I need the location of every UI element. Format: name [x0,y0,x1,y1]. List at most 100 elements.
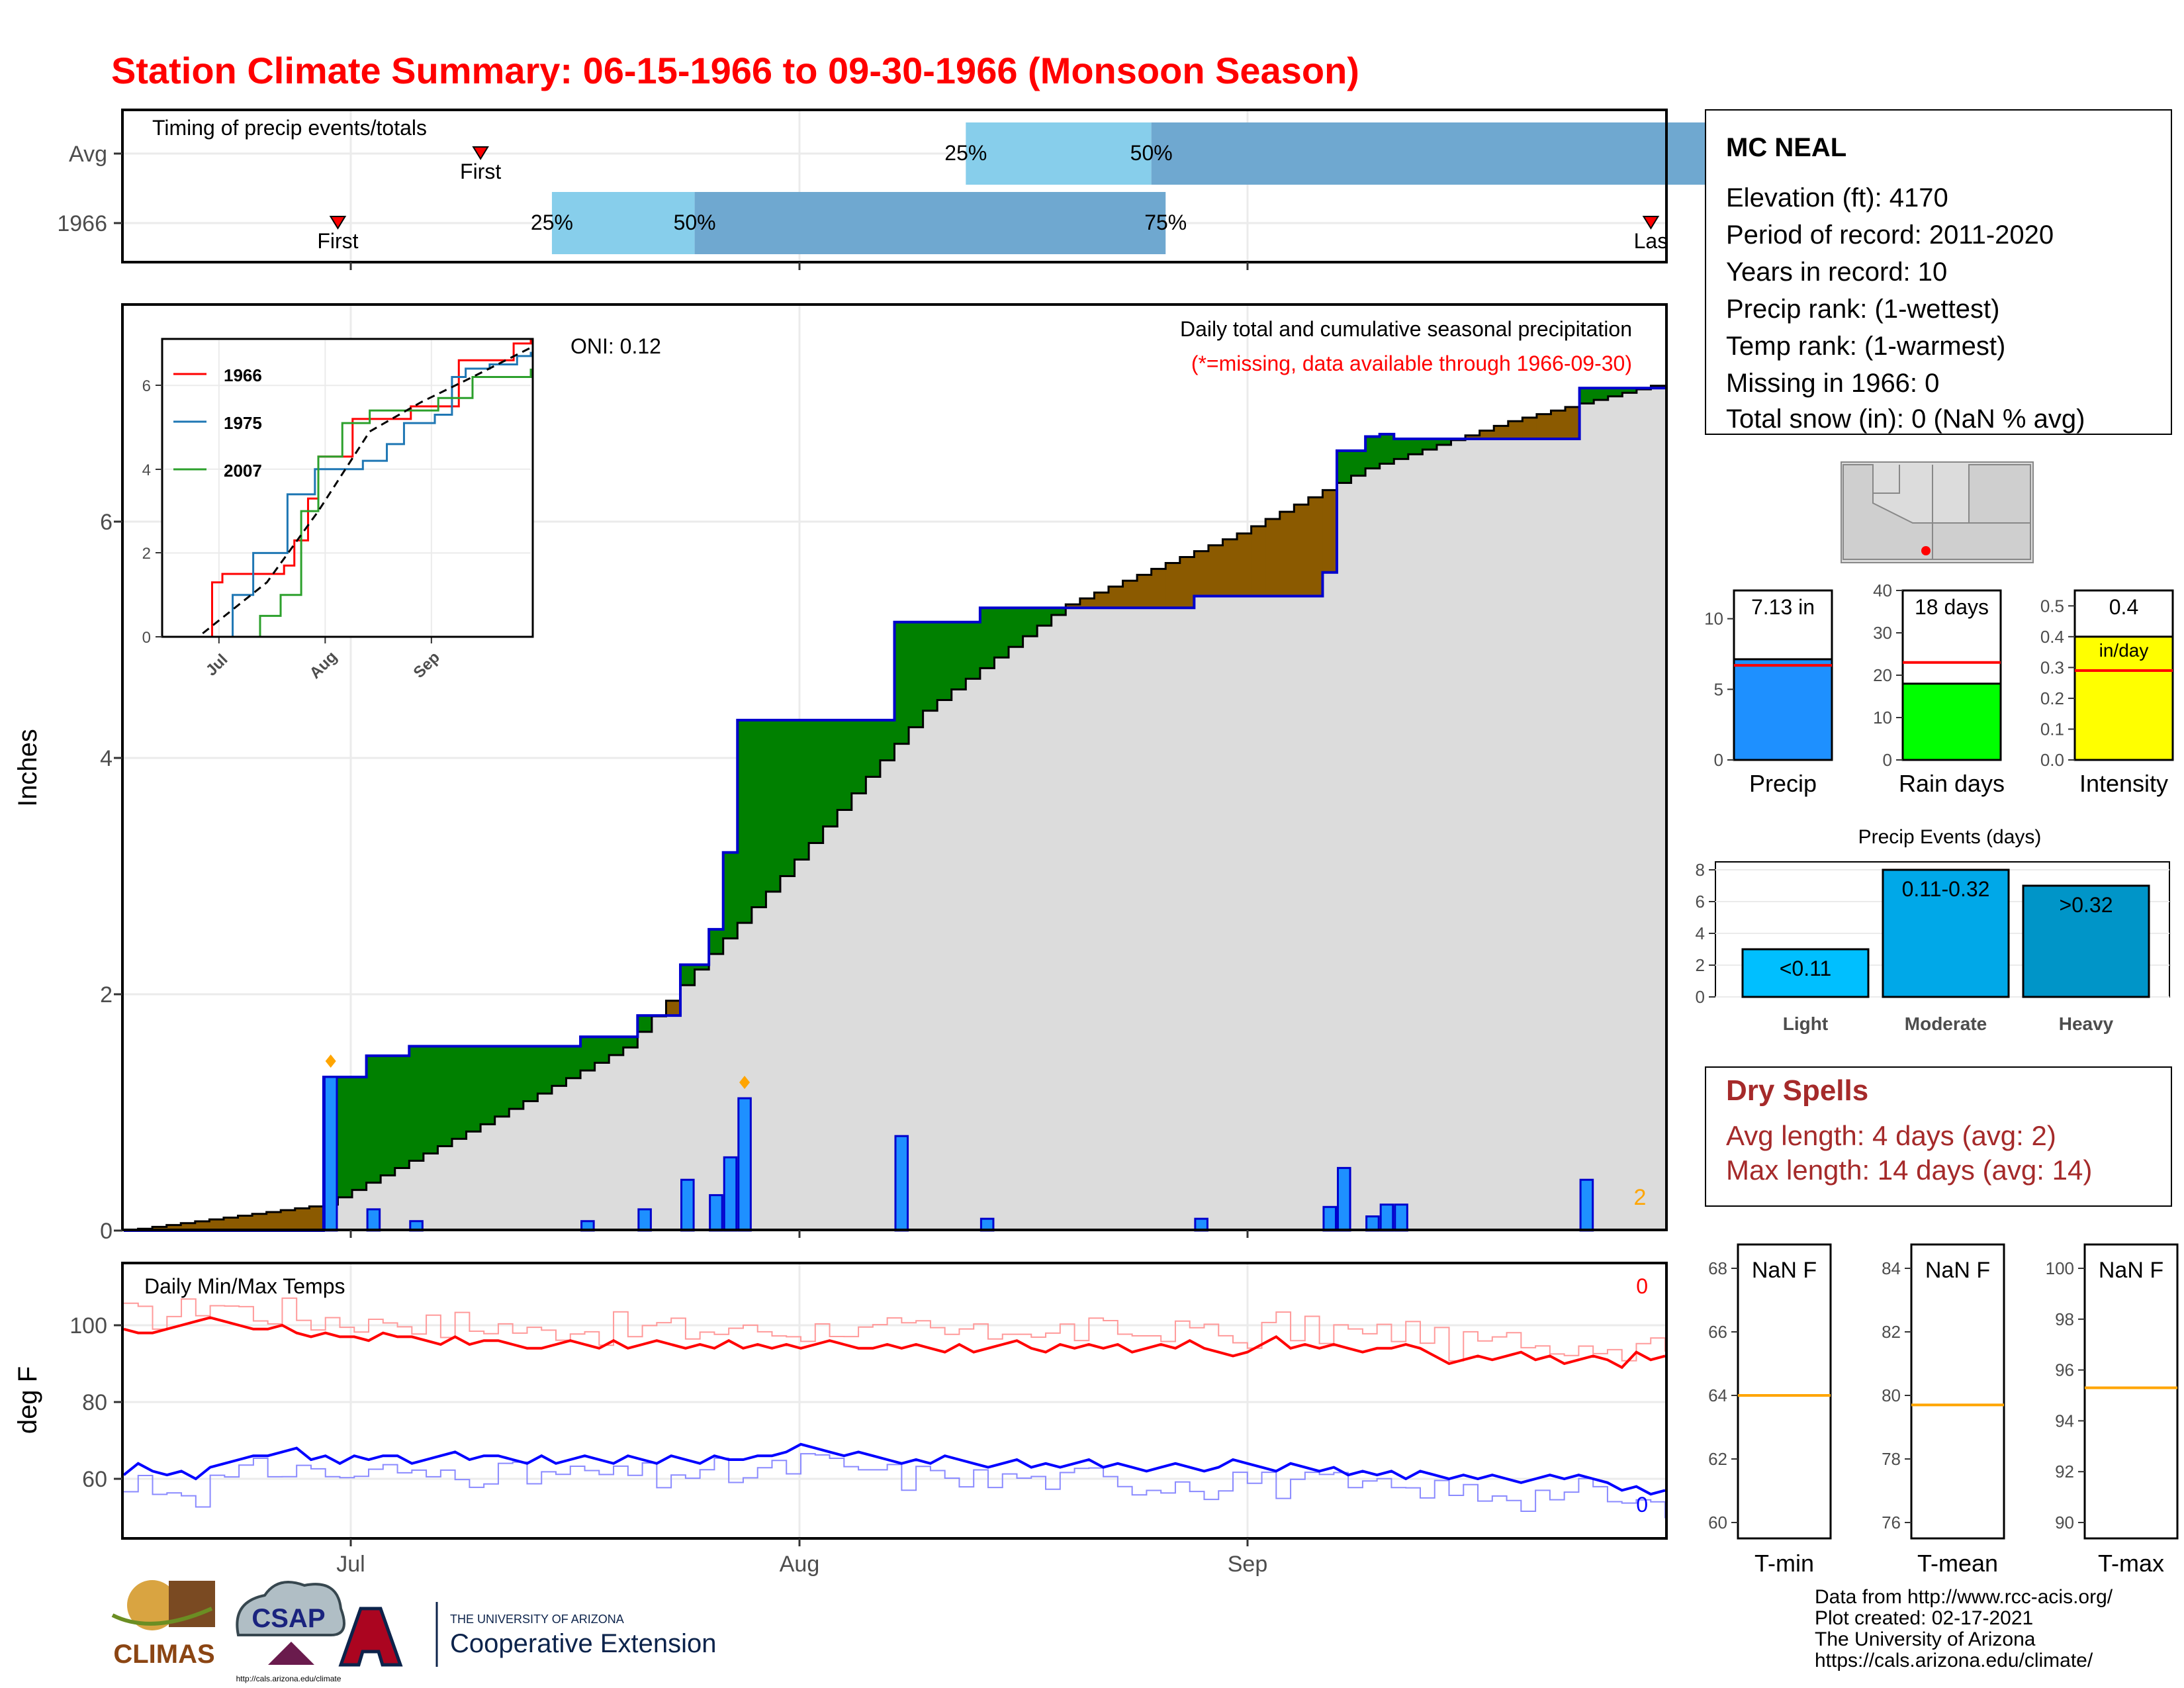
temp-box-ytick-label: 84 [1882,1258,1901,1278]
cumulative-base-column [1508,439,1523,1231]
cumulative-base-column [1565,439,1580,1231]
cumulative-base-column [537,1093,553,1231]
above-average-column [1337,450,1352,483]
inset-series-2007 [164,368,532,638]
below-average-column [1536,414,1552,440]
above-average-column [1608,388,1623,397]
above-average-column [1579,388,1594,404]
cumulative-base-column [766,892,781,1231]
daily-precip-bar [1322,1205,1338,1232]
below-average-column [266,1211,281,1231]
state-shape-icon [1843,464,2031,560]
above-average-column [466,1046,481,1132]
temp-frame [121,1262,1668,1540]
cumulative-base-column [1365,468,1381,1231]
events-bar-inner-label: <0.11 [1780,957,1832,980]
station-line: Total snow (in): 0 (NaN % avg) [1726,404,2085,434]
summary-value-label: 7.13 in [1751,595,1815,619]
coop-extension-text: Cooperative Extension [450,1629,716,1658]
below-average-column [1237,533,1252,596]
above-average-column [1622,388,1637,393]
events-ytick-label: 4 [1696,923,1705,943]
above-average-column [894,622,909,744]
dry-spells-title: Dry Spells [1726,1074,1868,1107]
cumulative-base-column [909,727,924,1231]
cumulative-base-column [352,1190,367,1231]
above-average-column [851,720,866,794]
inset-legend-label: 2007 [224,461,262,481]
above-average-column [979,608,995,669]
locator-map [1841,461,2034,563]
above-average-column [994,608,1009,658]
summary-ytick-label: 20 [1873,665,1892,685]
below-average-column [309,1206,324,1231]
cumulative-base-column [837,810,852,1231]
cumulative-base-column [1208,596,1224,1231]
cumulative-base-column [951,689,966,1231]
average-cumulative-line [124,385,1665,1232]
summary-bar-label: Intensity [2079,770,2168,797]
above-average-column [537,1046,553,1094]
above-average-column [523,1046,538,1102]
above-average-column [409,1046,424,1161]
below-average-column [1137,575,1152,608]
below-average-column [238,1215,253,1231]
below-average-column [1465,435,1480,440]
temp-ytick-label: 80 [82,1390,107,1415]
summary-ytick-label: 0.2 [2040,688,2064,708]
events-bar [1741,948,1870,998]
daily-precip-bar [894,1135,909,1232]
above-average-column [866,720,881,777]
events-ytick-label: 0 [1696,987,1705,1007]
cumulative-base-column [1294,596,1309,1231]
ua-small-text: THE UNIVERSITY OF ARIZONA [450,1613,624,1626]
cumulative-base-column [1536,439,1552,1231]
csap-mountain-icon [268,1642,314,1665]
inset-xtick-label: Aug [306,648,341,682]
below-average-column [223,1217,239,1231]
below-average-column [1094,592,1109,608]
cumulative-base-column [1037,626,1052,1231]
summary-ytick-label: 0.4 [2040,627,2064,647]
above-average-column [423,1046,439,1154]
above-average-column [509,1046,524,1109]
inset-ytick-label: 0 [142,629,151,647]
events-ytick-label: 6 [1696,892,1705,912]
above-average-column [1436,439,1452,445]
inset-xtick-label: Sep [410,649,443,682]
above-average-column [966,622,981,679]
temp-ylabel: deg F [13,1366,42,1434]
climas-logo: CLIMAS [111,1580,215,1669]
temp-ytick-label: 60 [82,1467,107,1492]
cumulative-base-column [1279,596,1295,1231]
precip-ytick-label: 6 [100,510,113,535]
above-average-column [1051,608,1066,616]
cumulative-base-column [1594,400,1609,1231]
cumulative-base-column [1551,439,1566,1231]
cumulative-base-column [1137,608,1152,1231]
ua-a-icon [338,1607,403,1667]
cumulative-base-column [1337,483,1352,1231]
above-average-column [451,1046,467,1139]
csap-url: http://cals.arizona.edu/climate [236,1674,341,1683]
xtick-label-jul: Jul [336,1552,365,1577]
below-average-column [1551,410,1566,440]
summary-value-bar [2073,635,2174,761]
timing-label: Timing of precip events/totals [152,116,427,140]
cumulative-base-column [966,679,981,1231]
cumulative-base-column [1265,596,1281,1231]
above-average-column [494,1046,510,1117]
timing-p25-label: 25% [531,211,573,234]
cumulative-base-column [623,1047,638,1231]
temp-plot [122,1297,1666,1519]
cumulative-base-column [1237,596,1252,1231]
precip-ytick-label: 4 [100,746,113,771]
cumulative-base-column [1394,459,1409,1231]
missing-count-label: 2 [1634,1185,1647,1210]
timing-first-label: First [460,160,501,183]
cumulative-base-column [1079,608,1095,1231]
xtick-label-sep: Sep [1228,1552,1268,1577]
temp-box-ytick-label: 90 [2055,1513,2074,1532]
daily-precip-bar [709,1194,723,1232]
station-line: Period of record: 2011-2020 [1726,220,2054,250]
